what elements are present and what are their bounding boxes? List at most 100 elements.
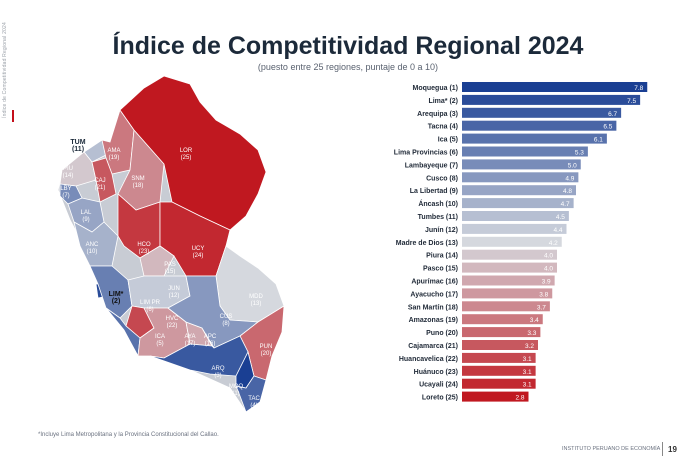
bar-category-label: Moquegua (1) [413,85,459,92]
side-accent-bar [12,110,14,122]
bar-value-label: 7.8 [634,85,643,92]
map-region-code: AMA [107,148,120,154]
map-region-rank: (2) [112,298,121,305]
map-region-code: LIM* [109,291,124,298]
map-region [89,265,133,319]
bar-category-label: Huánuco (23) [414,369,458,376]
map-region-code: ANC [86,242,99,248]
bar-value-label: 3.7 [537,304,546,311]
bar [462,288,553,299]
bar-category-label: Madre de Dios (13) [396,240,458,247]
bar-value-label: 3.9 [542,279,551,286]
bar-category-label: La Libertad (9) [410,188,458,195]
map-region-code: JUN [168,286,180,292]
map-region-code: PAS [164,262,176,268]
map-region [73,221,119,267]
bar [462,249,557,260]
map-region [91,157,117,203]
map-region-code: LBY [60,186,71,192]
bar-category-label: Cajamarca (21) [408,343,458,350]
map-region-code: UCY [192,246,205,252]
map-region-rank: (20) [261,351,272,357]
bar-category-label: Arequipa (3) [417,111,458,118]
map-region-code: HCO [137,242,151,248]
map-region-rank: (12) [169,293,180,299]
bar-value-label: 6.5 [603,124,612,131]
bar [462,107,622,118]
map-region-code: MDD [249,294,263,300]
map-region [235,375,267,413]
bar-value-label: 3.1 [523,369,532,376]
bar [462,159,581,170]
map-region [215,245,285,323]
bar-value-label: 4.9 [565,175,574,182]
map-region-rank: (8) [222,321,229,327]
bar-value-label: 3.1 [523,382,532,389]
bar [462,198,574,209]
map-region-code: MOQ [229,384,244,390]
bar [462,365,536,376]
bar-category-label: Ayacucho (17) [410,291,458,298]
bar-value-label: 4.5 [556,214,565,221]
bar [462,146,588,157]
bar-category-label: Puno (20) [426,330,458,337]
bar [462,301,550,312]
map-region-code: HVC [166,316,179,322]
bar-value-label: 4.4 [553,227,562,234]
page-title: Índice de Competitividad Regional 2024 [112,32,584,60]
bar [462,352,536,363]
map-region-rank: (4) [250,403,257,409]
bar [462,340,538,350]
map-region-code: AYA [184,334,195,340]
footer-organization: INSTITUTO PERUANO DE ECONOMÍA [562,446,661,452]
bar-category-label: Lambayeque (7) [405,162,458,169]
map-region-rank: (9) [82,217,89,223]
map-region-rank: (23) [139,249,150,255]
map-region-code: LOR [180,148,193,154]
bar [462,82,648,92]
bar-category-label: Huancavelica (22) [399,356,458,363]
bar-value-label: 6.1 [594,137,603,144]
map-region-rank: (6) [146,307,153,313]
bar-value-label: 3.3 [527,330,536,337]
bar [462,236,562,247]
map-region-rank: (25) [181,155,192,161]
bar [462,133,607,144]
map-region-rank: (14) [63,173,74,179]
bar-category-label: Apurímac (16) [411,279,458,286]
bar-category-label: Lima* (2) [428,98,458,105]
page-subtitle: (puesto entre 25 regiones, puntaje de 0 … [257,62,439,72]
bar-value-label: 4.7 [561,201,570,208]
map-region-code: APC [204,334,217,340]
map-region-rank: (24) [193,253,204,259]
map-region-rank: (11) [72,146,84,153]
footnote: *Incluye Lima Metropolitana y la Provinc… [38,432,219,438]
bar-value-label: 3.2 [525,343,534,350]
bar-category-label: Ica (5) [438,137,458,144]
map-region-rank: (16) [205,341,216,347]
map-region [119,75,267,231]
map-region-rank: (15) [165,269,176,275]
bar-category-label: Áncash (10) [418,199,458,208]
bar-category-label: Loreto (25) [422,395,458,402]
bar [462,172,579,183]
map-region-code: CAJ [94,178,105,184]
map-region-code: PIU [63,166,73,172]
bar-category-label: San Martín (18) [408,304,458,311]
bar [462,262,557,273]
map-region-rank: (10) [87,249,98,255]
map-region-rank: (21) [95,185,106,191]
bar-value-label: 4.0 [544,266,553,273]
map-region-code: ICA [155,334,165,340]
map-region-rank: (18) [133,183,144,189]
bar [462,94,641,105]
bar-category-label: Tacna (4) [428,124,458,131]
map-region-rank: (1) [232,391,239,397]
bar-category-label: Lima Provincias (6) [394,150,458,157]
map-region-rank: (22) [167,323,178,329]
bar-category-label: Piura (14) [426,253,458,260]
bar [462,314,543,325]
bar-category-label: Cusco (8) [426,175,458,182]
bar-value-label: 6.7 [608,111,617,118]
bar-value-label: 5.3 [575,150,584,157]
